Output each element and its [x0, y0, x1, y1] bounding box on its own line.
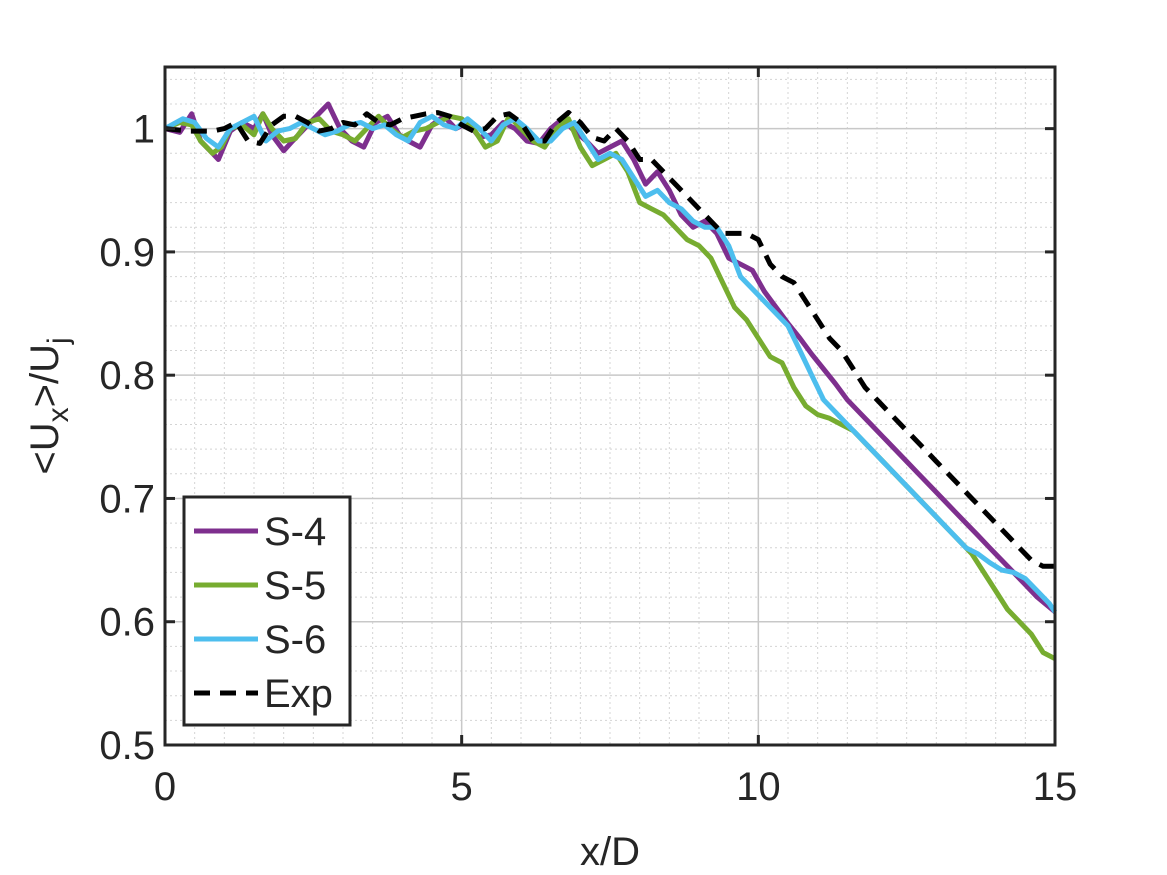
y-tick-label: 0.8 [99, 354, 155, 398]
y-label-part: >/U [23, 344, 67, 407]
axes-box [163, 65, 1057, 747]
y-label-subscript: j [42, 337, 75, 345]
ticks [163, 67, 1057, 747]
x-tick-label: 0 [154, 765, 176, 809]
legend-label: Exp [264, 672, 333, 716]
x-axis-label: x/D [580, 830, 640, 874]
x-tick-label: 5 [451, 765, 473, 809]
y-tick-label: 0.7 [99, 477, 155, 521]
legend-box [182, 495, 352, 727]
y-label-subscript: x [42, 407, 75, 422]
legend-label: S-6 [264, 618, 326, 662]
legend-label: S-5 [264, 564, 326, 608]
x-tick-label: 15 [1033, 765, 1078, 809]
legend-label: S-4 [264, 510, 326, 554]
y-tick-label: 0.5 [99, 724, 155, 768]
x-tick-label: 10 [736, 765, 781, 809]
series-line-exp [164, 110, 1055, 569]
tick-labels: 0 5 10 15 0.5 0.6 0.7 0.8 0.9 1 [99, 108, 1077, 809]
legend: S-4 S-5 S-6 Exp [182, 495, 352, 727]
series-layer [163, 101, 1058, 661]
y-tick-label: 1 [133, 108, 155, 152]
y-tick-label: 0.6 [99, 601, 155, 645]
y-tick-label: 0.9 [99, 231, 155, 275]
y-axis-label: <Ux>/Uj [23, 337, 75, 474]
y-label-part: <U [23, 422, 67, 474]
